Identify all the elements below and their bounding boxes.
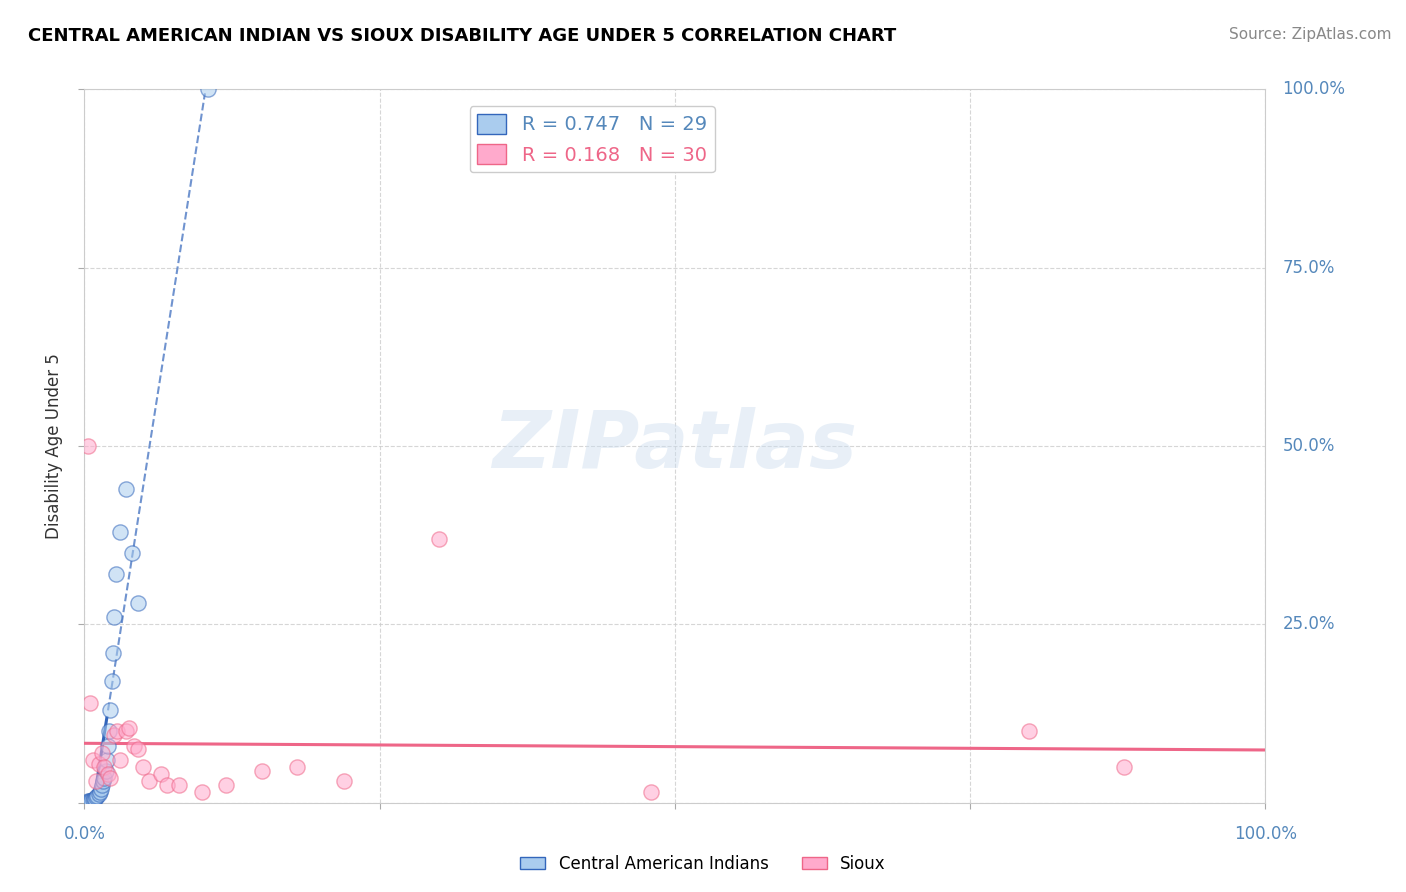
Text: 100.0%: 100.0%: [1282, 80, 1346, 98]
Point: [82, 793, 104, 807]
Point: [127, 742, 149, 756]
Point: [108, 753, 131, 767]
Text: 0.0%: 0.0%: [63, 825, 105, 843]
Text: 25.0%: 25.0%: [1282, 615, 1334, 633]
Point: [93, 760, 115, 774]
Point: [427, 532, 450, 546]
Point: [250, 764, 273, 778]
Point: [98, 703, 121, 717]
Point: [138, 774, 160, 789]
Point: [80, 794, 103, 808]
Point: [84, 790, 107, 805]
Point: [215, 778, 238, 792]
Point: [82, 753, 104, 767]
Point: [122, 739, 145, 753]
Point: [79, 696, 101, 710]
Point: [108, 524, 131, 539]
Point: [87, 756, 110, 771]
Point: [156, 778, 179, 792]
Point: [103, 728, 125, 742]
Point: [121, 546, 143, 560]
Point: [105, 567, 128, 582]
Point: [197, 82, 219, 96]
Point: [167, 778, 190, 792]
Point: [1112, 760, 1135, 774]
Point: [150, 767, 173, 781]
Point: [77, 794, 100, 808]
Y-axis label: Disability Age Under 5: Disability Age Under 5: [45, 353, 63, 539]
Point: [87, 787, 110, 801]
Point: [640, 785, 662, 799]
Point: [89, 785, 111, 799]
Point: [101, 646, 124, 660]
Point: [285, 760, 308, 774]
Point: [86, 789, 108, 803]
Point: [118, 721, 141, 735]
Point: [91, 774, 114, 789]
Text: 50.0%: 50.0%: [1282, 437, 1334, 455]
Point: [91, 746, 114, 760]
Text: ZIPatlas: ZIPatlas: [492, 407, 858, 485]
Point: [94, 764, 117, 778]
Point: [191, 785, 214, 799]
Point: [333, 774, 356, 789]
Point: [103, 610, 125, 624]
Point: [132, 760, 155, 774]
Text: 75.0%: 75.0%: [1282, 259, 1334, 277]
Text: CENTRAL AMERICAN INDIAN VS SIOUX DISABILITY AGE UNDER 5 CORRELATION CHART: CENTRAL AMERICAN INDIAN VS SIOUX DISABIL…: [28, 27, 897, 45]
Text: 100.0%: 100.0%: [1234, 825, 1296, 843]
Point: [77, 439, 100, 453]
Point: [127, 596, 149, 610]
Point: [100, 674, 122, 689]
Point: [96, 753, 118, 767]
Point: [1018, 724, 1040, 739]
Point: [97, 767, 120, 781]
Text: Source: ZipAtlas.com: Source: ZipAtlas.com: [1229, 27, 1392, 42]
Point: [77, 794, 100, 808]
Point: [98, 724, 121, 739]
Point: [84, 774, 107, 789]
Point: [97, 739, 120, 753]
Point: [90, 781, 112, 796]
Point: [98, 771, 121, 785]
Point: [84, 791, 107, 805]
Legend: R = 0.747   N = 29, R = 0.168   N = 30: R = 0.747 N = 29, R = 0.168 N = 30: [470, 106, 714, 172]
Legend: Central American Indians, Sioux: Central American Indians, Sioux: [513, 848, 893, 880]
Point: [114, 482, 136, 496]
Point: [114, 724, 136, 739]
Point: [83, 792, 105, 806]
Point: [91, 778, 114, 792]
Point: [79, 794, 101, 808]
Point: [93, 771, 115, 785]
Point: [107, 724, 129, 739]
